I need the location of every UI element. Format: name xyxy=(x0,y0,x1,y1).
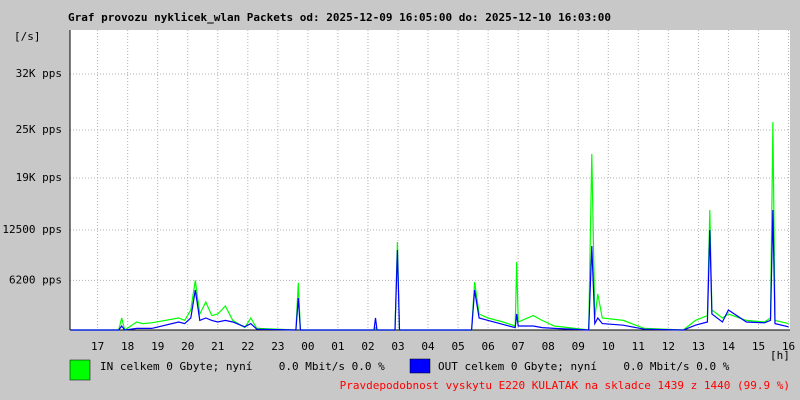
x-tick-label: 01 xyxy=(331,340,344,353)
x-tick-label: 04 xyxy=(421,340,435,353)
y-tick-label: 6200 pps xyxy=(9,273,62,286)
x-tick-label: 16 xyxy=(782,340,795,353)
x-tick-label: 15 xyxy=(752,340,765,353)
y-tick-label: 12500 pps xyxy=(2,223,62,236)
x-tick-label: 06 xyxy=(481,340,494,353)
x-tick-label: 02 xyxy=(361,340,374,353)
x-tick-label: 12 xyxy=(662,340,675,353)
x-tick-label: 08 xyxy=(542,340,555,353)
plot-area xyxy=(70,30,790,330)
x-axis-label: [h] xyxy=(770,349,790,362)
x-tick-label: 18 xyxy=(121,340,134,353)
legend-swatch xyxy=(69,359,91,381)
chart-title: Graf provozu nyklicek_wlan Packets od: 2… xyxy=(68,11,611,24)
x-tick-label: 03 xyxy=(391,340,404,353)
y-tick-label: 32K pps xyxy=(16,67,62,80)
x-tick-label: 13 xyxy=(692,340,705,353)
y-tick-label: 19K pps xyxy=(16,171,62,184)
x-tick-label: 17 xyxy=(91,340,104,353)
y-axis-label: [/s] xyxy=(14,30,41,43)
x-tick-label: 23 xyxy=(271,340,284,353)
y-tick-label: 25K pps xyxy=(16,123,62,136)
x-tick-label: 05 xyxy=(451,340,464,353)
x-tick-label: 19 xyxy=(151,340,164,353)
x-tick-label: 14 xyxy=(722,340,736,353)
x-tick-label: 09 xyxy=(572,340,585,353)
x-tick-label: 11 xyxy=(632,340,645,353)
x-tick-label: 07 xyxy=(512,340,525,353)
legend-label: IN celkem 0 Gbyte; nyní 0.0 Mbit/s 0.0 % xyxy=(100,360,385,373)
series-line xyxy=(70,209,789,331)
x-tick-label: 21 xyxy=(211,340,224,353)
legend-swatch xyxy=(409,358,431,374)
x-tick-label: 20 xyxy=(181,340,194,353)
legend-label: OUT celkem 0 Gbyte; nyní 0.0 Mbit/s 0.0 … xyxy=(438,360,730,373)
x-tick-label: 22 xyxy=(241,340,254,353)
footnote: Pravdepodobnost vyskytu E220 KULATAK na … xyxy=(340,379,790,392)
x-tick-label: 10 xyxy=(602,340,615,353)
x-tick-label: 00 xyxy=(301,340,314,353)
